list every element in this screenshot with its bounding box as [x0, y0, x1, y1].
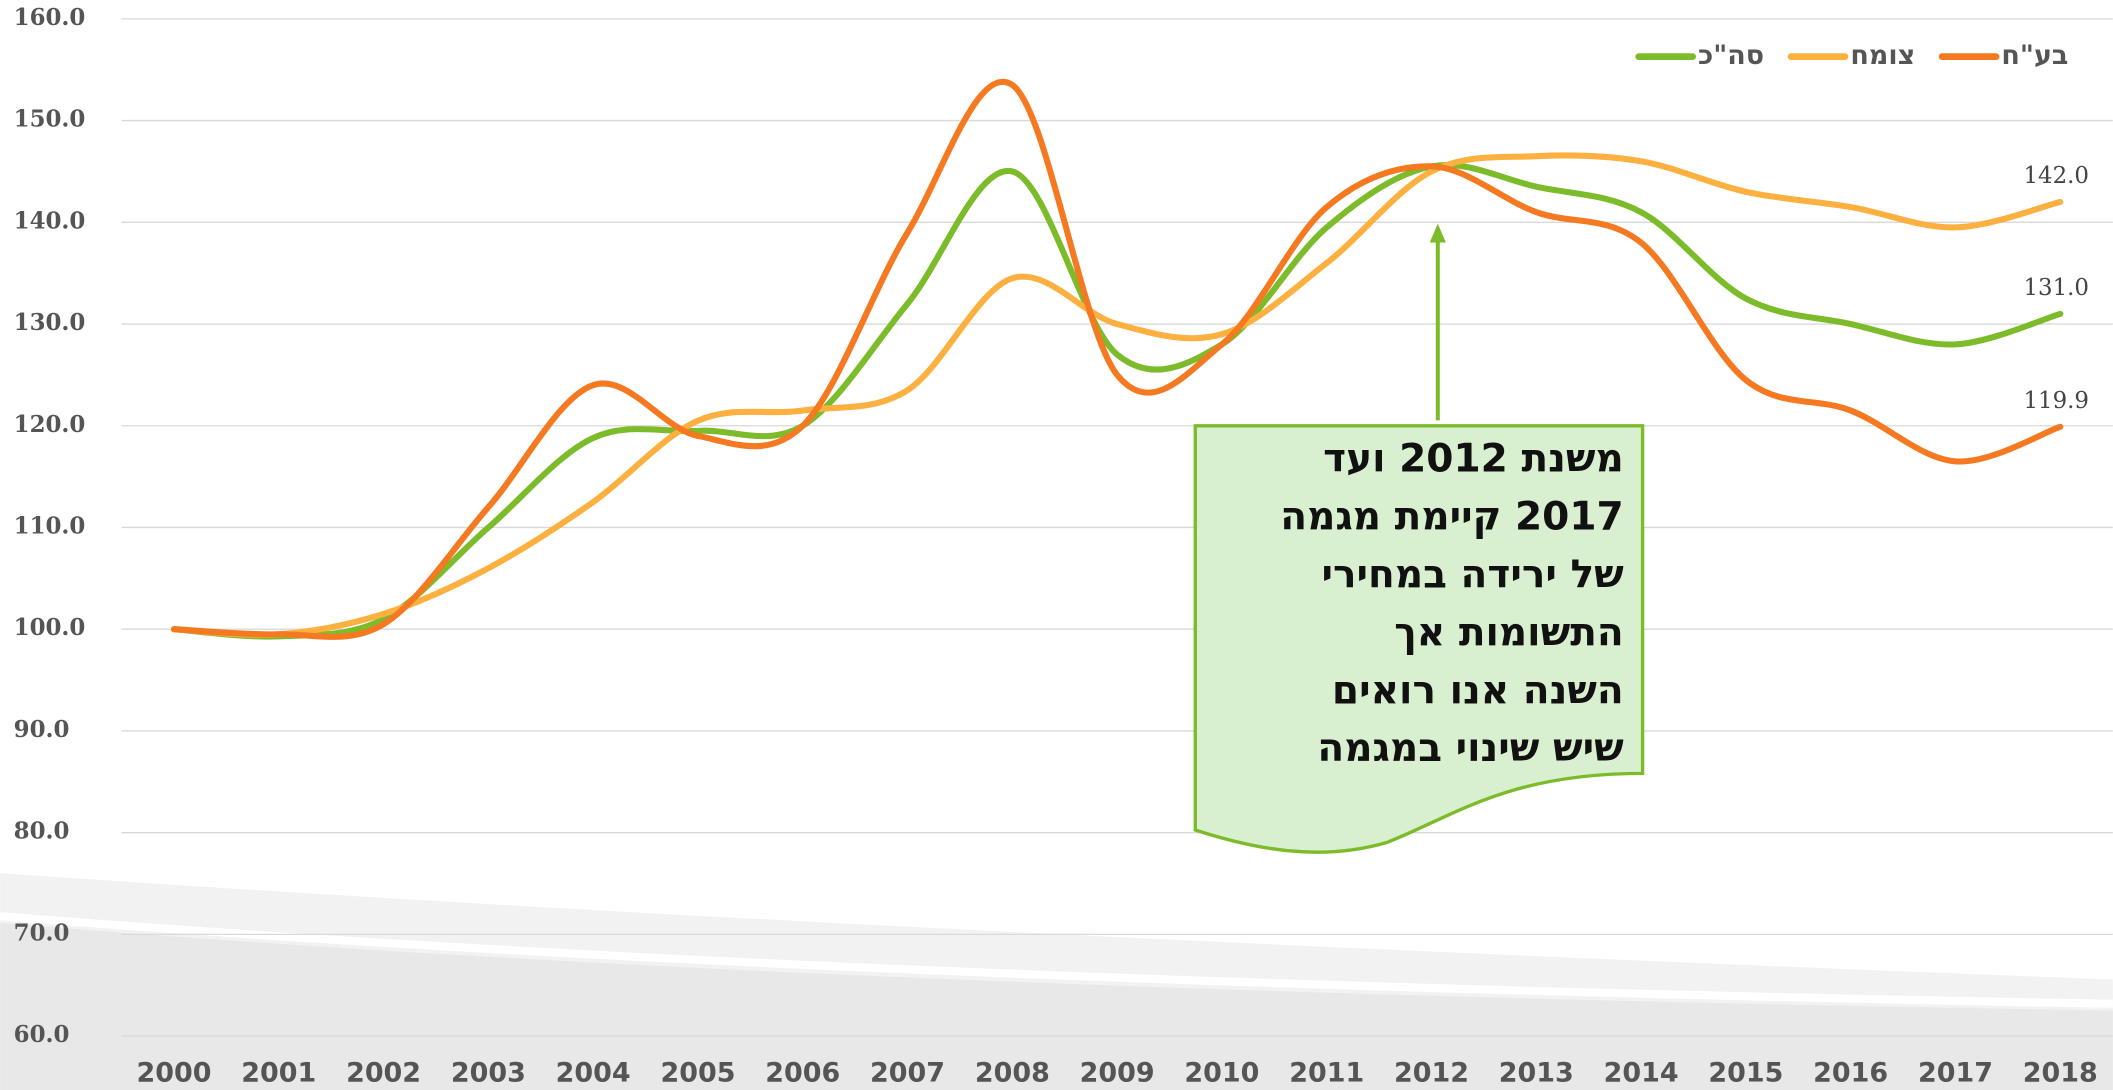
x-tick-label: 2008 [975, 1057, 1050, 1088]
annotation-text: השנה אנו רואים [1332, 668, 1624, 713]
legend-label: סה"כ [1698, 40, 1764, 71]
annotation-text: משנת 2012 ועד [1323, 437, 1624, 482]
x-tick-label: 2010 [1184, 1057, 1259, 1088]
x-tick-label: 2002 [346, 1057, 421, 1088]
y-tick-label: 100.0 [14, 614, 86, 641]
value-label: 142.0 [2023, 163, 2089, 189]
y-tick-label: 110.0 [14, 512, 86, 539]
x-tick-label: 2015 [1708, 1057, 1783, 1088]
x-tick-label: 2013 [1499, 1057, 1574, 1088]
line-series [170, 79, 2064, 640]
x-tick-label: 2012 [1394, 1057, 1469, 1088]
y-tick-label: 60.0 [14, 1021, 70, 1048]
x-tick-label: 2011 [1289, 1057, 1364, 1088]
y-tick-label: 150.0 [14, 106, 86, 133]
x-tick-label: 2005 [660, 1057, 735, 1088]
x-tick-label: 2018 [2023, 1057, 2098, 1088]
line-series [170, 152, 2064, 638]
x-tick-label: 2016 [1813, 1057, 1888, 1088]
annotation-box [1193, 424, 1645, 854]
line-series [170, 162, 2064, 640]
x-tick-label: 2001 [241, 1057, 316, 1088]
legend-label: צומח [1850, 40, 1915, 71]
legend-label: בע"ח [2001, 40, 2068, 71]
y-tick-label: 130.0 [14, 309, 86, 336]
value-label: 131.0 [2023, 275, 2089, 301]
background-swoosh [0, 922, 2113, 1090]
x-tick-label: 2014 [1604, 1057, 1679, 1088]
y-tick-label: 80.0 [14, 818, 70, 845]
value-label: 119.9 [2023, 388, 2089, 414]
x-tick-label: 2003 [451, 1057, 526, 1088]
x-tick-label: 2006 [765, 1057, 840, 1088]
y-tick-label: 70.0 [14, 919, 70, 946]
x-tick-label: 2017 [1918, 1057, 1993, 1088]
annotation-text: התשומות אך [1394, 610, 1624, 655]
y-tick-label: 120.0 [14, 411, 86, 438]
y-tick-label: 140.0 [14, 207, 86, 234]
annotation-text: שיש שינוי במגמה [1317, 726, 1624, 771]
x-tick-label: 2004 [556, 1057, 631, 1088]
y-tick-label: 160.0 [14, 4, 86, 31]
x-tick-label: 2007 [870, 1057, 945, 1088]
x-tick-label: 2000 [136, 1057, 211, 1088]
y-tick-label: 90.0 [14, 716, 70, 743]
annotation-arrowhead [1429, 223, 1446, 243]
x-tick-label: 2009 [1080, 1057, 1155, 1088]
annotation-text: של ירידה במחירי [1321, 552, 1624, 597]
annotation-text: 2017 קיימת מגמה [1280, 495, 1623, 540]
